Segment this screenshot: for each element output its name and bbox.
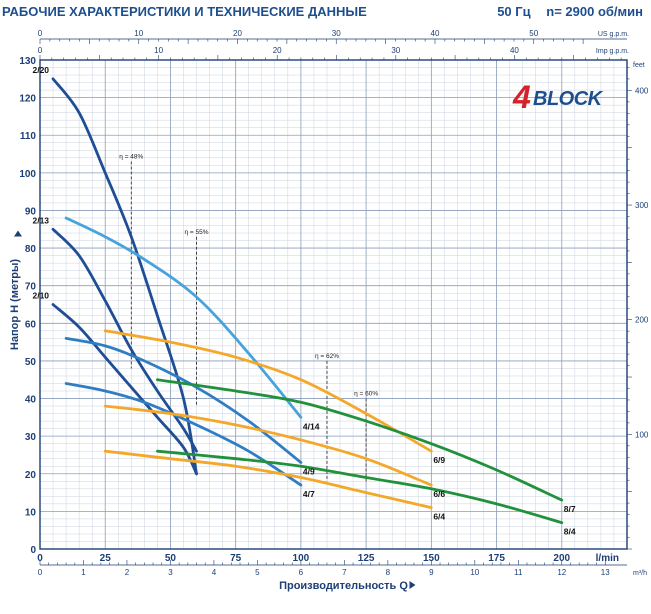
speed-label: n= 2900 об/мин xyxy=(546,4,643,19)
impgpm-tick-label: 40 xyxy=(510,46,519,55)
series-label-6-9: 6/9 xyxy=(433,455,445,465)
logo-text: BLOCK xyxy=(533,88,602,110)
usgpm-tick-label: 50 xyxy=(529,29,538,38)
major-grid xyxy=(39,59,627,550)
y-tick-label: 70 xyxy=(25,282,37,293)
usgpm-tick-label: 0 xyxy=(38,29,43,38)
x-axis-arrow-icon xyxy=(409,581,416,589)
m3h-tick-label: 4 xyxy=(212,568,217,577)
feet-tick-label: 400 xyxy=(635,86,649,95)
impgpm-tick-label: 20 xyxy=(273,46,282,55)
m3h-tick-label: 13 xyxy=(601,568,610,577)
m3h-tick-label: 10 xyxy=(470,568,479,577)
y-tick-label: 10 xyxy=(25,507,37,518)
y-tick-label: 90 xyxy=(25,206,37,217)
x-tick-label: 0 xyxy=(37,553,43,564)
x-unit-label: l/min xyxy=(596,553,619,564)
series-label-8-4: 8/4 xyxy=(564,527,576,537)
m3h-tick-label: 5 xyxy=(255,568,260,577)
efficiency-marker-label: η = 55% xyxy=(185,229,209,236)
brand-logo: 4 BLOCK xyxy=(513,80,611,118)
usgpm-tick-label: 20 xyxy=(233,29,242,38)
y-tick-label: 40 xyxy=(25,395,37,406)
m3h-tick-label: 3 xyxy=(168,568,173,577)
y-tick-label: 20 xyxy=(25,470,37,481)
m3h-tick-label: 1 xyxy=(81,568,86,577)
m3h-tick-label: 12 xyxy=(557,568,566,577)
x-tick-label: 150 xyxy=(423,553,440,564)
x-tick-label: 200 xyxy=(553,553,570,564)
m3h-tick-label: 11 xyxy=(514,568,523,577)
m3h-tick-label: 0 xyxy=(38,568,43,577)
x-tick-label: 75 xyxy=(230,553,242,564)
feet-tick-label: 300 xyxy=(635,201,649,210)
y-tick-label: 120 xyxy=(19,94,36,105)
plot-frame xyxy=(39,59,628,550)
series-label-4-14: 4/14 xyxy=(303,421,320,431)
series-line-6-6 xyxy=(103,404,433,487)
y-axis-title: Напор H (метры) xyxy=(9,259,21,350)
series-label-6-4: 6/4 xyxy=(433,512,445,522)
series-line-6-9 xyxy=(103,329,433,453)
y-tick-label: 60 xyxy=(25,319,37,330)
usgpm-unit-label: US g.p.m. xyxy=(598,31,629,38)
x-tick-label: 25 xyxy=(100,553,112,564)
logo-digit: 4 xyxy=(513,79,531,115)
y-tick-label: 100 xyxy=(19,169,36,180)
feet-unit-label: feet xyxy=(633,62,645,69)
usgpm-tick-label: 30 xyxy=(332,29,341,38)
m3h-unit-label: m³/h xyxy=(633,570,647,577)
x-axis-title: Производительность Q xyxy=(279,580,408,592)
series-label-4-9: 4/9 xyxy=(303,466,315,476)
minor-grid xyxy=(39,59,628,550)
impgpm-tick-label: 30 xyxy=(391,46,400,55)
frequency-speed-header: 50 Гц n= 2900 об/мин xyxy=(485,4,643,19)
series-label-4-7: 4/7 xyxy=(303,489,315,499)
series-label-8-7: 8/7 xyxy=(564,504,576,514)
y-tick-label: 130 xyxy=(19,56,36,67)
series-line-2-10 xyxy=(51,303,198,476)
m3h-tick-label: 9 xyxy=(429,568,434,577)
m3h-tick-label: 6 xyxy=(299,568,304,577)
series-line-6-4 xyxy=(103,449,433,509)
page-title: РАБОЧИЕ ХАРАКТЕРИСТИКИ И ТЕХНИЧЕСКИЕ ДАН… xyxy=(2,4,367,19)
y-tick-label: 30 xyxy=(25,432,37,443)
efficiency-marker-label: η = 48% xyxy=(119,154,143,161)
x-tick-label: 50 xyxy=(165,553,177,564)
series-line-2-13 xyxy=(51,227,198,453)
m3h-tick-label: 2 xyxy=(125,568,130,577)
feet-tick-label: 100 xyxy=(635,430,649,439)
series-label-2-13: 2/13 xyxy=(32,215,49,225)
usgpm-tick-label: 40 xyxy=(431,29,440,38)
x-tick-label: 125 xyxy=(358,553,375,564)
y-tick-label: 0 xyxy=(30,545,36,556)
series-line-2-20 xyxy=(51,77,198,476)
y-tick-label: 80 xyxy=(25,244,37,255)
efficiency-marker-label: η = 62% xyxy=(315,353,339,360)
impgpm-tick-label: 10 xyxy=(154,46,163,55)
impgpm-unit-label: Imp g.p.m. xyxy=(596,48,629,55)
efficiency-marker-label: η = 60% xyxy=(354,391,378,398)
x-tick-label: 100 xyxy=(293,553,310,564)
series-line-4-14 xyxy=(64,216,303,419)
frequency-label: 50 Гц xyxy=(497,4,531,19)
y-axis-arrow-icon xyxy=(14,230,22,237)
series-line-8-4 xyxy=(156,449,564,525)
series-label-2-20: 2/20 xyxy=(32,65,49,75)
series-line-8-7 xyxy=(156,378,564,502)
x-tick-label: 175 xyxy=(488,553,505,564)
m3h-tick-label: 8 xyxy=(386,568,391,577)
series-line-4-9 xyxy=(64,337,303,464)
y-tick-label: 110 xyxy=(20,131,37,142)
impgpm-tick-label: 0 xyxy=(38,46,43,55)
feet-tick-label: 200 xyxy=(635,316,649,325)
m3h-tick-label: 7 xyxy=(342,568,347,577)
y-tick-label: 50 xyxy=(25,357,37,368)
usgpm-tick-label: 10 xyxy=(134,29,143,38)
series-label-2-10: 2/10 xyxy=(32,291,49,301)
series-label-6-6: 6/6 xyxy=(433,489,445,499)
